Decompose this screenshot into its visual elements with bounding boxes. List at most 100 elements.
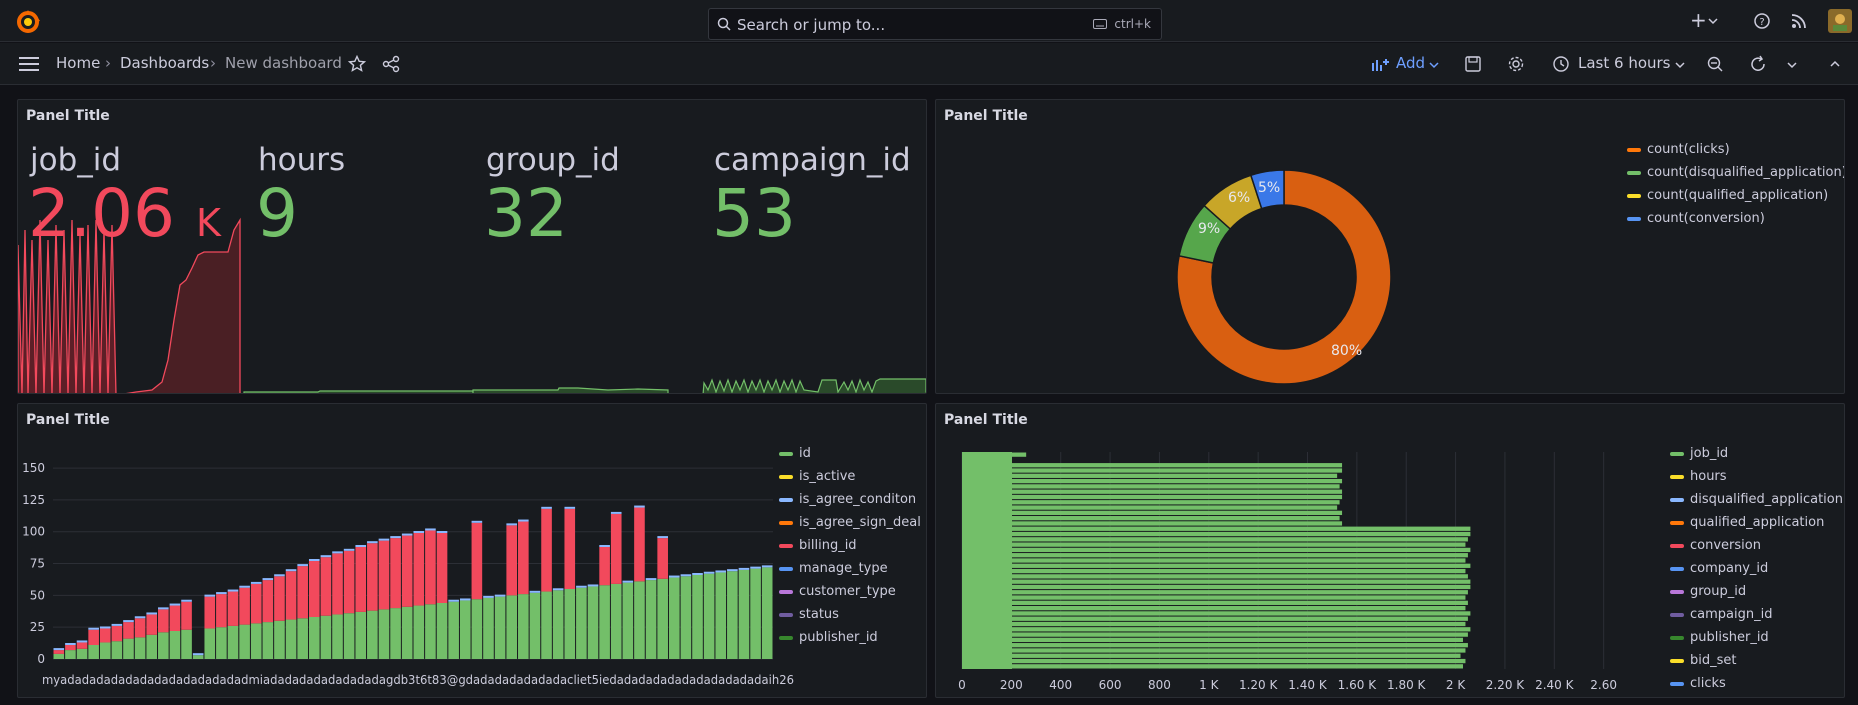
bar-segment-billing-id[interactable] — [53, 650, 65, 654]
save-icon[interactable] — [1464, 55, 1482, 73]
hbar[interactable] — [962, 584, 1471, 590]
hbar[interactable] — [962, 537, 1468, 542]
bar-segment-id[interactable] — [529, 592, 541, 659]
hbar[interactable] — [962, 632, 1468, 637]
bar-segment-id[interactable] — [250, 623, 262, 659]
hbar[interactable] — [962, 484, 1340, 489]
add-button[interactable]: Add — [1396, 54, 1426, 72]
legend-item-donut[interactable]: count(disqualified_application) — [1627, 165, 1844, 180]
legend-item-hbar[interactable]: group_id — [1670, 584, 1746, 599]
legend-item-bar[interactable]: status — [779, 607, 839, 622]
bar-segment-id[interactable] — [111, 641, 123, 659]
bar-segment-id[interactable] — [401, 606, 413, 659]
bar-segment-id[interactable] — [552, 590, 564, 659]
bar-segment-billing-id[interactable] — [239, 587, 250, 625]
chevron-down-icon[interactable] — [1429, 61, 1439, 69]
hbar[interactable] — [962, 542, 1466, 547]
user-avatar-icon[interactable] — [1828, 9, 1852, 33]
hbar[interactable] — [962, 489, 1343, 494]
hbar[interactable] — [962, 478, 1343, 484]
bar-segment-id[interactable] — [576, 587, 587, 659]
settings-gear-icon[interactable] — [1507, 55, 1525, 73]
bar-segment-id[interactable] — [634, 581, 645, 659]
bar-segment-id[interactable] — [715, 572, 727, 659]
legend-item-bar[interactable]: id — [779, 446, 811, 461]
legend-item-bar[interactable]: publisher_id — [779, 630, 878, 645]
hbar[interactable] — [962, 568, 1466, 574]
bar-segment-billing-id[interactable] — [88, 629, 99, 645]
donut-slice-conversion[interactable] — [1249, 169, 1285, 210]
bar-segment-billing-id[interactable] — [657, 538, 668, 579]
bar-segment-id[interactable] — [587, 586, 599, 659]
bar-segment-billing-id[interactable] — [390, 538, 401, 609]
bar-segment-id[interactable] — [680, 576, 692, 659]
bar-segment-billing-id[interactable] — [425, 530, 436, 605]
bar-segment-billing-id[interactable] — [216, 594, 227, 628]
bar-segment-billing-id[interactable] — [227, 591, 239, 626]
new-plus-button[interactable]: + — [1690, 8, 1707, 32]
news-feed-icon[interactable] — [1790, 12, 1808, 30]
legend-item-hbar[interactable]: qualified_application — [1670, 515, 1824, 530]
hbar[interactable] — [962, 643, 1468, 648]
hbar[interactable] — [962, 553, 1468, 558]
bar-segment-id[interactable] — [181, 629, 192, 659]
bar-segment-billing-id[interactable] — [111, 625, 123, 642]
menu-icon[interactable] — [19, 56, 39, 72]
bar-segment-id[interactable] — [239, 624, 250, 659]
bar-segment-id[interactable] — [668, 577, 680, 659]
hbar[interactable] — [962, 616, 1468, 621]
hbar[interactable] — [962, 531, 1471, 537]
bar-segment-billing-id[interactable] — [320, 557, 332, 616]
bar-segment-id[interactable] — [367, 610, 378, 659]
bar-segment-billing-id[interactable] — [506, 525, 518, 596]
hbar[interactable] — [962, 521, 1343, 526]
horizontal-bar-panel[interactable]: Panel Title 0 200 400 600 800 1 K 1.20 K 1.40 K… — [935, 403, 1845, 698]
search-box[interactable]: Search or jump to... ctrl+k — [708, 8, 1162, 40]
legend-item-hbar[interactable]: disqualified_application — [1670, 492, 1843, 507]
bar-segment-id[interactable] — [88, 645, 99, 659]
bar-segment-billing-id[interactable] — [308, 561, 320, 617]
legend-item-bar[interactable]: manage_type — [779, 561, 888, 576]
bar-segment-billing-id[interactable] — [146, 614, 158, 635]
bar-segment-billing-id[interactable] — [250, 583, 262, 624]
hbar[interactable] — [962, 558, 1466, 563]
bar-segment-billing-id[interactable] — [262, 580, 274, 623]
hbar[interactable] — [962, 664, 1463, 669]
bar-segment-id[interactable] — [738, 569, 750, 659]
hbar[interactable] — [962, 590, 1468, 595]
bar-segment-id[interactable] — [146, 634, 158, 659]
star-icon[interactable] — [348, 55, 366, 73]
bar-segment-billing-id[interactable] — [204, 596, 216, 629]
hbar[interactable] — [962, 468, 1343, 473]
refresh-icon[interactable] — [1749, 55, 1767, 73]
chevron-down-icon[interactable] — [1708, 17, 1718, 25]
bar-segment-billing-id[interactable] — [541, 508, 552, 592]
hbar[interactable] — [962, 611, 1471, 616]
legend-item-hbar[interactable]: job_id — [1670, 446, 1728, 461]
bar-segment-id[interactable] — [65, 650, 76, 659]
bar-segment-billing-id[interactable] — [471, 522, 483, 600]
bar-segment-billing-id[interactable] — [285, 571, 297, 620]
bar-segment-id[interactable] — [541, 591, 552, 659]
legend-item-donut[interactable]: count(qualified_application) — [1627, 188, 1828, 203]
bar-segment-id[interactable] — [692, 575, 703, 659]
hbar[interactable] — [962, 653, 1461, 658]
hbar[interactable] — [962, 600, 1468, 605]
bar-segment-id[interactable] — [761, 567, 773, 659]
bar-segment-id[interactable] — [506, 595, 518, 659]
bar-segment-billing-id[interactable] — [367, 543, 378, 611]
legend-item-hbar[interactable]: clicks — [1670, 676, 1726, 691]
bar-segment-id[interactable] — [297, 618, 308, 659]
hbar[interactable] — [962, 637, 1463, 643]
bar-segment-id[interactable] — [76, 648, 88, 659]
breadcrumb-home[interactable]: Home — [56, 54, 101, 72]
hbar[interactable] — [962, 595, 1466, 600]
hbar[interactable] — [962, 605, 1466, 611]
bar-segment-billing-id[interactable] — [634, 507, 645, 582]
chevron-up-icon[interactable] — [1830, 60, 1840, 68]
time-range-picker[interactable]: Last 6 hours — [1578, 54, 1671, 72]
hbar[interactable] — [962, 563, 1471, 568]
hbar[interactable] — [962, 516, 1340, 521]
hbar[interactable] — [962, 547, 1471, 553]
legend-item-hbar[interactable]: hours — [1670, 469, 1727, 484]
